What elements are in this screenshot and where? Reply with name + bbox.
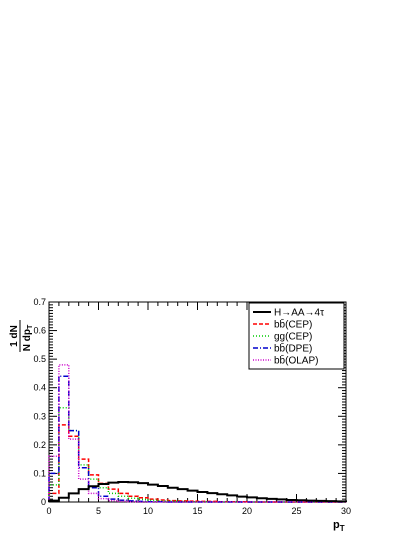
legend-label-gg-cep-: gg(CEP) (274, 332, 312, 343)
y-tick-label: 0.3 (33, 411, 46, 421)
series-line-h-aa-4- (48, 481, 347, 503)
y-tick-label: 0.4 (33, 383, 46, 393)
x-tick-label: 15 (192, 506, 202, 516)
y-axis-title: 1 dN N dpT (9, 320, 34, 352)
x-tick-label: 30 (341, 506, 351, 516)
y-tick-label: 0.2 (33, 440, 46, 450)
y-axis-title-numerator: 1 dN (9, 325, 20, 347)
legend-label-bb-olap-: bb̄(OLAP) (274, 354, 318, 367)
y-tick-label: 0.1 (33, 468, 46, 478)
legend-label-bb-dpe-: bb̄(DPE) (274, 342, 312, 355)
y-tick-label: 0 (41, 497, 46, 507)
x-tick-label: 10 (143, 506, 153, 516)
series-layer (48, 364, 347, 503)
y-axis-title-denominator: N dpT (22, 324, 34, 351)
x-tick-label: 25 (291, 506, 301, 516)
y-tick-label: 0.6 (33, 326, 46, 336)
x-tick-label: 0 (46, 506, 51, 516)
series-line-bb-olap- (48, 364, 346, 503)
legend-label-h-aa-4-: H→AA→4τ (274, 308, 324, 319)
series-line-bb-cep- (48, 424, 346, 503)
x-tick-label: 5 (96, 506, 101, 516)
x-tick-label: 20 (242, 506, 252, 516)
legend-label-bb-cep-: bb̄(CEP) (274, 318, 312, 331)
legend-box (248, 302, 345, 370)
y-tick-label: 0.5 (33, 354, 46, 364)
x-axis-title: pT (333, 519, 345, 533)
y-tick-label: 0.7 (33, 297, 46, 307)
